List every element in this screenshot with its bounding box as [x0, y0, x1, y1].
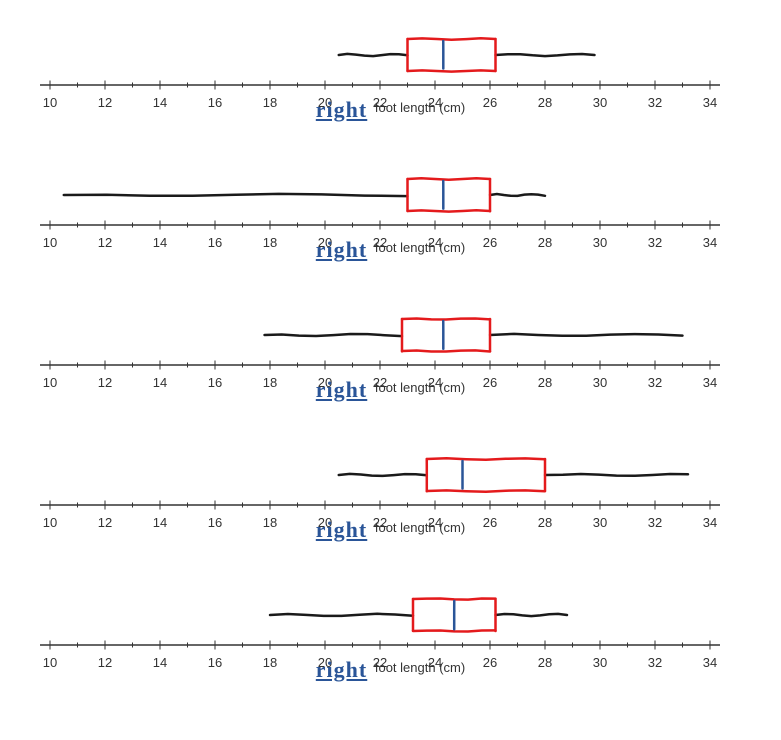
- boxplot-section: 10121416182022242628303234right foot len…: [40, 300, 741, 405]
- handwritten-label: right: [316, 517, 367, 543]
- plot-area: 10121416182022242628303234: [40, 20, 741, 95]
- axis-label-text: foot length (cm): [371, 520, 465, 535]
- whisker-high: [545, 474, 688, 476]
- box-bottom: [413, 630, 496, 631]
- handwritten-label: right: [316, 657, 367, 683]
- box-top: [427, 458, 545, 459]
- box-top: [413, 599, 496, 600]
- axis-label-text: foot length (cm): [371, 660, 465, 675]
- boxplot: [40, 580, 720, 640]
- axis-label-row: right foot length (cm): [40, 515, 741, 545]
- axis-label-text: foot length (cm): [371, 380, 465, 395]
- plot-area: 10121416182022242628303234: [40, 580, 741, 655]
- boxplot-container: 10121416182022242628303234right foot len…: [40, 20, 741, 685]
- axis-label-row: right foot length (cm): [40, 655, 741, 685]
- boxplot: [40, 300, 720, 360]
- boxplot: [40, 160, 720, 220]
- box-top: [408, 38, 496, 40]
- boxplot-section: 10121416182022242628303234right foot len…: [40, 160, 741, 265]
- axis-label-text: foot length (cm): [371, 100, 465, 115]
- boxplot-section: 10121416182022242628303234right foot len…: [40, 580, 741, 685]
- plot-area: 10121416182022242628303234: [40, 300, 741, 375]
- whisker-high: [490, 334, 683, 336]
- box-bottom: [408, 210, 491, 211]
- boxplot: [40, 440, 720, 500]
- boxplot-section: 10121416182022242628303234right foot len…: [40, 20, 741, 125]
- box-top: [408, 178, 491, 180]
- axis-label-text: foot length (cm): [371, 240, 465, 255]
- box-bottom: [402, 350, 490, 351]
- axis-label-row: right foot length (cm): [40, 375, 741, 405]
- boxplot: [40, 20, 720, 80]
- whisker-high: [496, 614, 568, 616]
- handwritten-label: right: [316, 97, 367, 123]
- whisker-low: [339, 474, 427, 476]
- whisker-high: [496, 54, 595, 56]
- box-top: [402, 319, 490, 320]
- axis-label-row: right foot length (cm): [40, 95, 741, 125]
- handwritten-label: right: [316, 237, 367, 263]
- whisker-low: [270, 614, 413, 616]
- whisker-low: [339, 54, 408, 56]
- axis-label-row: right foot length (cm): [40, 235, 741, 265]
- box-bottom: [408, 70, 496, 71]
- whisker-low: [64, 194, 408, 196]
- plot-area: 10121416182022242628303234: [40, 160, 741, 235]
- box-bottom: [427, 490, 545, 491]
- whisker-high: [490, 194, 545, 196]
- plot-area: 10121416182022242628303234: [40, 440, 741, 515]
- boxplot-section: 10121416182022242628303234right foot len…: [40, 440, 741, 545]
- whisker-low: [265, 334, 403, 336]
- handwritten-label: right: [316, 377, 367, 403]
